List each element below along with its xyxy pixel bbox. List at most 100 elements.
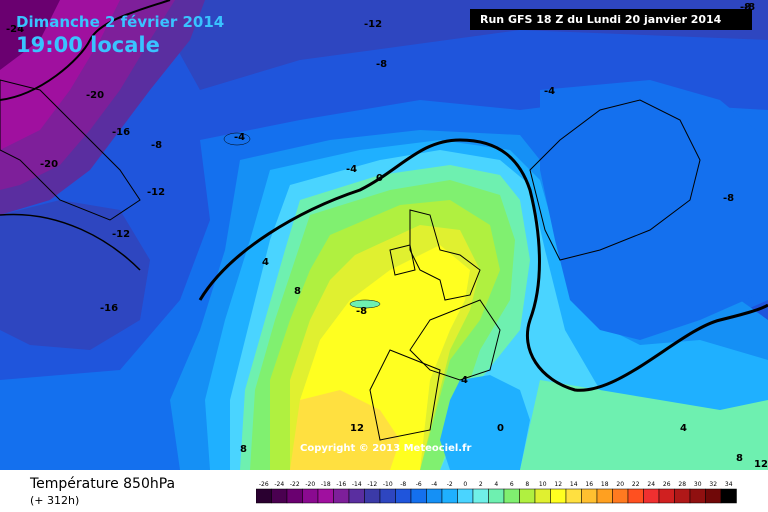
- scale-tick-label: 8: [525, 481, 529, 488]
- isotherm-label: -8: [744, 2, 755, 13]
- isotherm-label: -8: [151, 140, 162, 151]
- coast-iceland: [223, 132, 251, 146]
- scale-tick-label: 6: [510, 481, 514, 488]
- cold-zone-west: [0, 200, 150, 350]
- isotherm-label: -20: [86, 90, 104, 101]
- isotherm-label: -8: [740, 2, 751, 13]
- scale-tick-label: -24: [274, 481, 284, 488]
- isotherm-label: 12: [754, 459, 768, 470]
- scale-swatch: [612, 488, 629, 504]
- scale-tick-label: -10: [383, 481, 393, 488]
- run-info: Run GFS 18 Z du Lundi 20 janvier 2014: [470, 9, 752, 30]
- scale-tick-label: 14: [570, 481, 578, 488]
- scale-swatch: [550, 488, 567, 504]
- scale-tick-label: 12: [554, 481, 562, 488]
- cold-core: [0, 0, 60, 70]
- scale-tick-label: -2: [447, 481, 453, 488]
- scale-tick-label: -12: [367, 481, 377, 488]
- scale-swatch: [503, 488, 520, 504]
- coast-britain: [409, 209, 481, 301]
- scale-swatch: [720, 488, 737, 504]
- isotherm-label: -12: [112, 229, 130, 240]
- isotherm-label: 4: [461, 375, 468, 386]
- scale-swatch: [643, 488, 660, 504]
- isotherm-label: -16: [100, 303, 118, 314]
- med-cold-tongue: [440, 375, 530, 470]
- scale-tick-label: -22: [290, 481, 300, 488]
- isotherm-label: -24: [6, 24, 24, 35]
- coast-scandinavia: [529, 99, 701, 261]
- color-scale: -26 -24 -22 -20 -18 -16 -14 -12 -10 -8 -6 -4 -2 0 2 4 6 8…: [256, 481, 737, 504]
- scale-swatch: [627, 488, 644, 504]
- isotherm-north: [0, 0, 171, 101]
- scale-swatch: [457, 488, 474, 504]
- scale-swatch: [317, 488, 334, 504]
- scale-tick-label: -8: [400, 481, 406, 488]
- scale-tick-label: -14: [352, 481, 362, 488]
- scale-tick-label: 30: [694, 481, 702, 488]
- coast-iberia: [369, 349, 441, 441]
- map-title: Température 850hPa: [30, 476, 176, 492]
- scale-swatch: [581, 488, 598, 504]
- scale-swatches: [256, 488, 737, 504]
- map-canvas: -24-20-20-16-8-12-12-16-12-8-4-4-4048-8-…: [0, 0, 768, 470]
- scale-swatch: [286, 488, 303, 504]
- scale-swatch: [674, 488, 691, 504]
- isotherm-label: -12: [364, 19, 382, 30]
- isotherm-label: -4: [544, 86, 555, 97]
- scale-tick-label: 22: [632, 481, 640, 488]
- isotherm-label: -8: [356, 306, 367, 317]
- band-scandinavia: [540, 80, 768, 340]
- scale-tick-label: 0: [463, 481, 467, 488]
- isotherm-label: 4: [680, 423, 687, 434]
- isotherm-west: [0, 213, 141, 271]
- scale-tick-label: 34: [725, 481, 733, 488]
- scale-swatch: [426, 488, 443, 504]
- scale-swatch: [519, 488, 536, 504]
- band-east-med: [520, 380, 768, 470]
- scale-tick-label: 2: [479, 481, 483, 488]
- forecast-time: 19:00 locale: [16, 33, 160, 57]
- isotherm-label: 12: [350, 423, 364, 434]
- scale-swatch: [379, 488, 396, 504]
- scale-tick-label: -26: [259, 481, 269, 488]
- scale-tick-label: -18: [321, 481, 331, 488]
- isotherm-label: -4: [234, 132, 245, 143]
- forecast-date: Dimanche 2 février 2014: [16, 13, 225, 31]
- isotherm-label: -8: [376, 59, 387, 70]
- scale-swatch: [472, 488, 489, 504]
- scale-tick-label: 16: [585, 481, 593, 488]
- scale-swatch: [658, 488, 675, 504]
- scale-tick-label: 32: [709, 481, 717, 488]
- scale-tick-label: -6: [416, 481, 422, 488]
- scale-tick-label: 10: [539, 481, 547, 488]
- scale-swatch: [441, 488, 458, 504]
- scale-swatch: [271, 488, 288, 504]
- isotherm-label: 8: [240, 444, 247, 455]
- scale-tick-label: -20: [305, 481, 315, 488]
- scale-swatch: [364, 488, 381, 504]
- scale-swatch: [534, 488, 551, 504]
- isotherm-label: -20: [40, 159, 58, 170]
- band-12: [290, 390, 400, 470]
- scale-tick-label: -16: [336, 481, 346, 488]
- isotherm-label: 4: [262, 257, 269, 268]
- scale-swatch: [689, 488, 706, 504]
- scale-tick-label: 26: [663, 481, 671, 488]
- isotherm-label: -8: [723, 193, 734, 204]
- scale-tick-label: -4: [431, 481, 437, 488]
- isotherm-label: -4: [346, 164, 357, 175]
- isotherm-zero: [198, 138, 768, 392]
- scale-tick-label: 4: [494, 481, 498, 488]
- scale-swatch: [395, 488, 412, 504]
- scale-swatch: [488, 488, 505, 504]
- isotherm-label: 8: [736, 453, 743, 464]
- coast-ireland: [389, 244, 416, 276]
- azores-blob: [349, 299, 381, 309]
- isotherm-labels: -24-20-20-16-8-12-12-16-12-8-4-4-4048-8-…: [6, 2, 768, 470]
- scale-swatch: [348, 488, 365, 504]
- scale-tick-label: 24: [647, 481, 655, 488]
- forecast-hour: (+ 312h): [30, 494, 80, 507]
- isotherm-label: 0: [376, 173, 383, 184]
- coast-greenland: [0, 79, 141, 221]
